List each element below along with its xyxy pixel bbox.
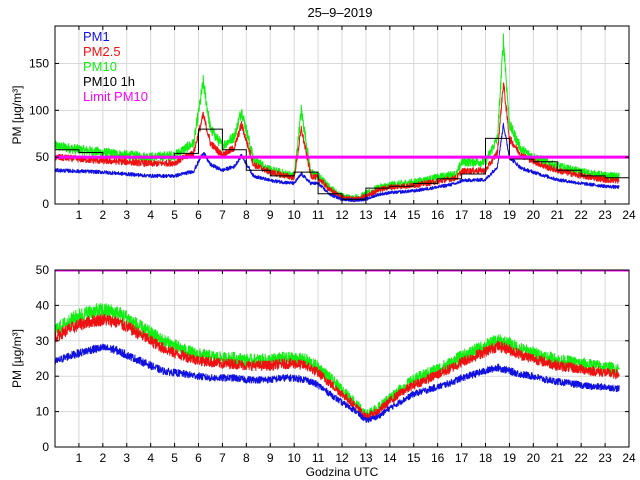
x-tick-label: 12 (335, 208, 349, 222)
x-tick-label: 6 (195, 208, 202, 222)
x-tick-label: 24 (622, 208, 636, 222)
y-axis-label: PM [µg/m³] (10, 86, 24, 145)
x-tick-label: 5 (171, 208, 178, 222)
legend-entry: Limit PM10 (83, 89, 148, 104)
x-tick-label: 8 (243, 208, 250, 222)
x-tick-label: 9 (267, 451, 274, 465)
x-tick-label: 11 (312, 208, 325, 222)
y-tick-label: 0 (42, 197, 49, 211)
y-tick-label: 30 (36, 334, 50, 348)
x-tick-label: 13 (359, 451, 373, 465)
x-tick-label: 11 (312, 451, 325, 465)
x-tick-label: 14 (383, 451, 397, 465)
x-tick-label: 8 (243, 451, 250, 465)
x-tick-label: 2 (99, 208, 106, 222)
y-tick-label: 100 (29, 103, 49, 117)
series-line-pm1 (55, 122, 620, 203)
x-tick-label: 17 (455, 451, 469, 465)
x-tick-label: 16 (431, 208, 445, 222)
x-tick-label: 3 (123, 208, 130, 222)
x-tick-label: 22 (574, 208, 588, 222)
x-tick-label: 24 (622, 451, 636, 465)
bottom-panel: 1 2 3 4 5 6 7 8 9 10 11 12 13 14 15 16 17 18 19 20 21 22 23 240… (10, 263, 636, 479)
x-tick-label: 4 (147, 208, 154, 222)
y-tick-label: 20 (36, 369, 50, 383)
x-tick-label: 4 (147, 451, 154, 465)
legend-entry: PM10 1h (83, 74, 135, 89)
x-tick-label: 3 (123, 451, 130, 465)
x-tick-label: 23 (598, 208, 612, 222)
x-tick-label: 1 (76, 208, 83, 222)
x-tick-label: 15 (407, 208, 421, 222)
x-tick-label: 2 (99, 451, 106, 465)
top-panel: 1 2 3 4 5 6 7 8 9 10 11 12 13 14 15 16 17 18 19 20 21 22 23 240… (10, 25, 636, 222)
y-axis-label: PM [µg/m³] (10, 329, 24, 388)
x-tick-label: 19 (503, 208, 517, 222)
x-tick-label: 19 (503, 451, 517, 465)
x-tick-label: 23 (598, 451, 612, 465)
series-line-pm25 (55, 313, 620, 420)
x-tick-label: 12 (335, 451, 349, 465)
y-tick-label: 50 (36, 263, 50, 277)
series-group (55, 270, 629, 423)
series-line-pm1 (55, 343, 620, 423)
x-tick-label: 15 (407, 451, 421, 465)
y-tick-label: 10 (36, 405, 50, 419)
chart-title: 25–9–2019 (307, 5, 372, 20)
x-tick-label: 1 (76, 451, 83, 465)
x-tick-label: 13 (359, 208, 373, 222)
x-tick-label: 20 (527, 451, 541, 465)
x-tick-label: 20 (527, 208, 541, 222)
x-tick-label: 22 (574, 451, 588, 465)
x-tick-label: 21 (551, 208, 565, 222)
legend-entry: PM2.5 (83, 44, 121, 59)
x-tick-label: 10 (287, 451, 301, 465)
x-tick-label: 18 (479, 451, 493, 465)
x-tick-label: 5 (171, 451, 178, 465)
y-tick-label: 0 (42, 440, 49, 454)
x-tick-label: 17 (455, 208, 469, 222)
x-tick-label: 18 (479, 208, 493, 222)
series-line-pm10 (55, 302, 620, 419)
x-tick-label: 9 (267, 208, 274, 222)
legend-entry: PM1 (83, 29, 110, 44)
x-tick-label: 10 (287, 208, 301, 222)
x-tick-label: 6 (195, 451, 202, 465)
x-axis-label: Godzina UTC (306, 465, 379, 479)
y-tick-label: 40 (36, 298, 50, 312)
y-tick-label: 50 (36, 150, 50, 164)
legend-entry: PM10 (83, 59, 117, 74)
x-tick-label: 7 (219, 208, 226, 222)
x-tick-label: 16 (431, 451, 445, 465)
x-tick-label: 14 (383, 208, 397, 222)
x-tick-label: 7 (219, 451, 226, 465)
series-group (55, 33, 629, 203)
x-tick-label: 21 (551, 451, 565, 465)
y-tick-label: 150 (29, 56, 49, 70)
